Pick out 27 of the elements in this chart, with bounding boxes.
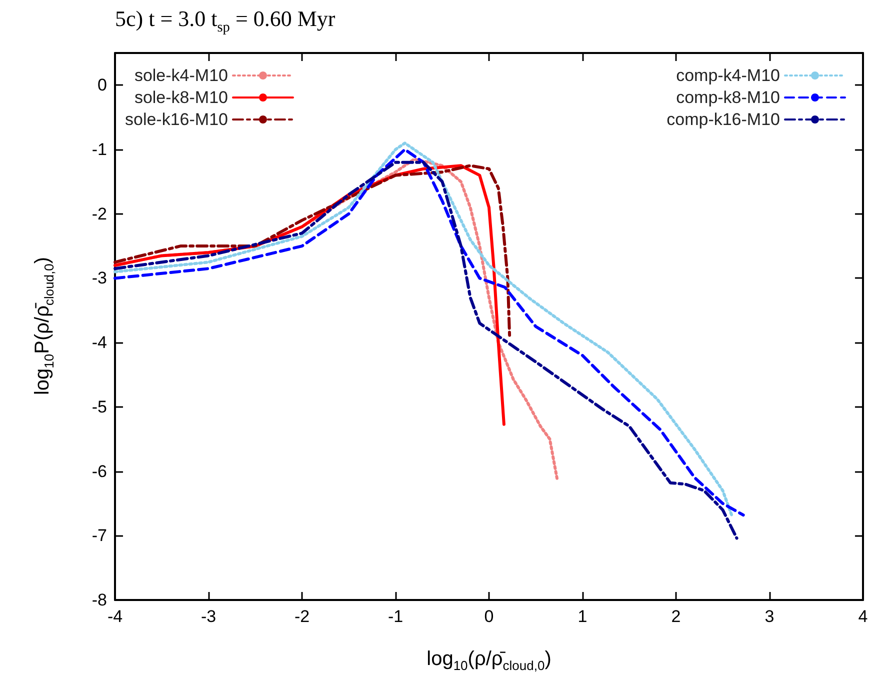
legend-label: comp-k4-M10: [676, 66, 780, 85]
y-tick-label: -1: [92, 140, 107, 160]
x-tick-label: -1: [388, 607, 404, 626]
y-tick-label: 0: [98, 76, 107, 95]
legend-label: sole-k8-M10: [134, 88, 228, 107]
x-axis-title: log$_{10}$(ρ/ρ̄$_{cloud,0}$): [426, 648, 552, 673]
x-tick-label: 4: [858, 607, 868, 626]
x-tick-label: 0: [484, 607, 494, 626]
legend-label: comp-k8-M10: [676, 88, 780, 107]
legend-label: comp-k16-M10: [666, 110, 780, 129]
x-tick-label: 3: [764, 607, 774, 626]
x-tick-label: 1: [578, 607, 588, 626]
y-tick-label: -5: [92, 397, 107, 416]
x-tick-label: 2: [671, 607, 681, 626]
y-tick-label: -7: [92, 526, 107, 546]
chart-title: 5c) t = 3.0 t$_{sp}$ = 0.60 Myr: [115, 6, 336, 36]
line-series: [114, 164, 512, 338]
y-tick-label: -6: [92, 462, 107, 481]
x-tick-label: -4: [107, 607, 123, 626]
y-tick-label: -8: [92, 590, 107, 610]
x-tick-label: -2: [294, 607, 310, 626]
y-tick-label: -4: [92, 333, 107, 352]
y-tick-label: -2: [92, 204, 107, 224]
legend-label: sole-k16-M10: [124, 110, 228, 129]
legend-label: sole-k4-M10: [134, 66, 228, 85]
x-tick-label: -3: [200, 607, 216, 626]
y-tick-label: -3: [92, 268, 107, 288]
